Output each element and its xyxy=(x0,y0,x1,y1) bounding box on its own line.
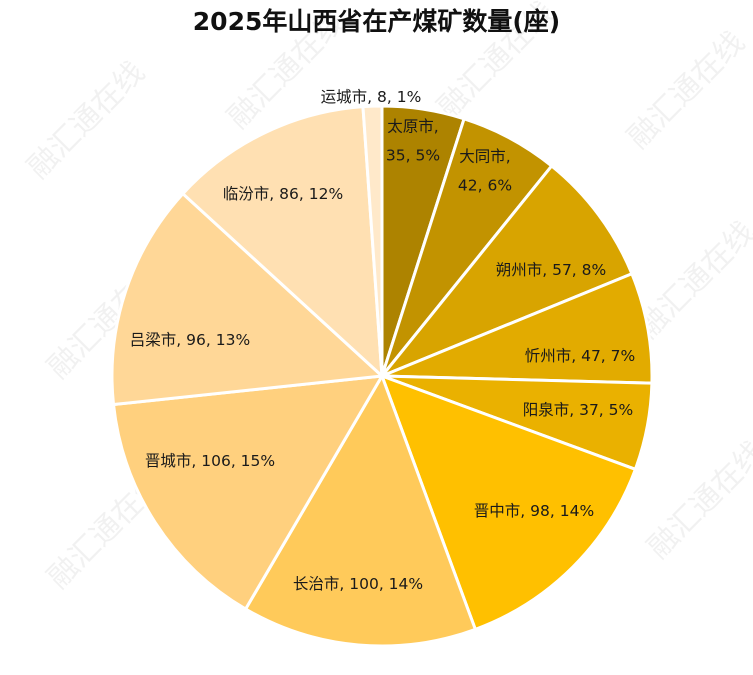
pie-labels: 太原市, 35, 5% 大同市, 42, 6% 朔州市, 57, 8% 忻州市, 47, … xyxy=(130,88,635,593)
slice-data-label: 晋中市, 98, 14% xyxy=(474,502,594,520)
watermark-text: 融汇通在线 xyxy=(21,55,152,186)
slice-data-label: 大同市, 42, 6% xyxy=(458,148,512,195)
pie-slice xyxy=(361,104,384,378)
slice-data-label: 太原市, 35, 5% xyxy=(386,118,440,165)
pie-slice xyxy=(380,164,634,378)
chart-title: 2025年山西省在产煤矿数量(座) xyxy=(192,7,561,36)
pie-slice xyxy=(112,374,384,611)
watermark-text: 融汇通在线 xyxy=(641,435,753,566)
slice-data-label: 临汾市, 86, 12% xyxy=(223,185,343,203)
watermark-text: 融汇通在线 xyxy=(621,25,752,156)
pie-slices xyxy=(110,104,654,648)
slice-data-label: 阳泉市, 37, 5% xyxy=(523,401,634,419)
pie-slice xyxy=(244,374,477,648)
watermark-text: 融汇通在线 xyxy=(431,0,562,126)
watermark-text: 融汇通在线 xyxy=(631,215,753,346)
slice-data-label: 运城市, 8, 1% xyxy=(321,88,422,106)
pie-slice xyxy=(110,192,384,407)
pie-slice xyxy=(181,105,384,378)
slice-data-label: 朔州市, 57, 8% xyxy=(496,261,607,279)
slice-data-label: 吕梁市, 96, 13% xyxy=(130,331,250,349)
pie-slice xyxy=(380,272,654,385)
slice-data-label: 忻州市, 47, 7% xyxy=(525,347,636,365)
slice-data-label: 长治市, 100, 14% xyxy=(293,575,423,593)
pie-slice xyxy=(380,374,637,631)
slice-data-label: 晋城市, 106, 15% xyxy=(145,452,275,470)
